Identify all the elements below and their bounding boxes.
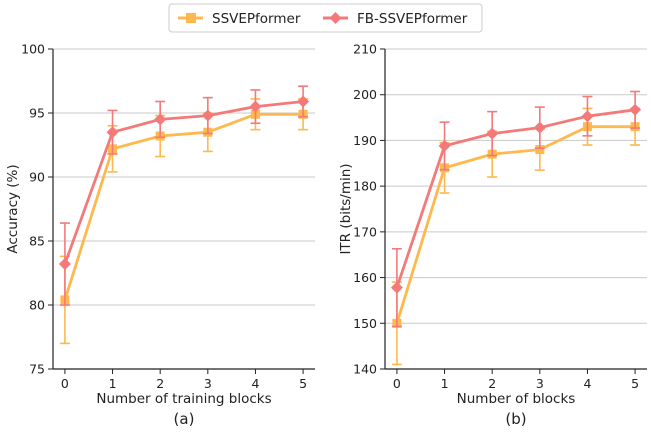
y-tick-label: 80 (29, 298, 45, 313)
x-tick-label: 4 (251, 376, 259, 391)
y-tick-label: 160 (353, 270, 377, 285)
x-axis-label: Number of blocks (457, 391, 576, 407)
legend-entry-fb-ssvepformer: FB-SSVEPformer (323, 11, 468, 27)
y-tick-label: 150 (353, 316, 377, 331)
data-point-square (535, 145, 545, 155)
x-tick-label: 0 (61, 376, 69, 391)
data-point-diamond (154, 113, 167, 126)
y-axis-label: Accuracy (%) (5, 164, 21, 253)
x-tick-label: 2 (488, 376, 496, 391)
data-point-diamond (249, 100, 262, 113)
panel-label: (b) (505, 410, 526, 428)
x-tick-label: 5 (631, 376, 639, 391)
data-point-diamond (58, 258, 71, 271)
y-axis-label: ITR (bits/min) (338, 163, 354, 254)
series-line (395, 108, 636, 289)
data-point-diamond (486, 127, 499, 140)
x-axis-label: Number of training blocks (96, 391, 271, 407)
y-tick-label: 100 (21, 42, 45, 57)
y-tick-label: 210 (353, 42, 377, 57)
series-ssvepformer (59, 98, 309, 345)
data-point-diamond (297, 95, 310, 108)
data-point-diamond (201, 109, 214, 122)
x-tick-label: 0 (393, 376, 401, 391)
chart-panel-itr: 140 150 160 170 180 190 200 210 0 1 2 3 4 5 Number of … (338, 42, 647, 428)
x-tick-label: 5 (299, 376, 307, 391)
panel-label: (a) (174, 410, 195, 428)
data-point-diamond (438, 139, 451, 152)
series-ssvepformer (391, 107, 641, 366)
data-point-diamond (533, 121, 546, 134)
series-line (395, 125, 636, 324)
legend-entry-ssvepformer: SSVEPformer (178, 11, 301, 27)
x-tick-label: 2 (156, 376, 164, 391)
y-tick-label: 180 (353, 179, 377, 194)
x-tick-label: 3 (204, 376, 212, 391)
data-point-diamond (106, 126, 119, 139)
legend-label-fb-ssvepformer: FB-SSVEPformer (357, 11, 468, 27)
y-tick-label: 170 (353, 224, 377, 239)
x-tick-label: 1 (441, 376, 449, 391)
series-line (63, 112, 304, 301)
y-tick-label: 90 (29, 170, 45, 185)
y-tick-label: 200 (353, 87, 377, 102)
x-tick-label: 1 (109, 376, 117, 391)
y-tick-label: 140 (353, 362, 377, 377)
legend: SSVEPformer FB-SSVEPformer (168, 3, 483, 33)
chart-panel-accuracy: 75 80 85 90 95 100 0 1 2 3 4 5 Number of training bl… (5, 42, 315, 428)
series-line (63, 100, 304, 265)
y-tick-label: 85 (29, 234, 45, 249)
series-fb-ssvepformer (58, 85, 310, 306)
y-tick-label: 95 (29, 106, 45, 121)
legend-marker-diamond (329, 12, 342, 24)
series-fb-ssvepformer (390, 90, 642, 328)
data-point-diamond (581, 110, 594, 123)
data-point-diamond (629, 103, 642, 116)
legend-marker-square (186, 13, 196, 23)
x-tick-label: 3 (536, 376, 544, 391)
y-tick-label: 190 (353, 133, 377, 148)
x-tick-label: 4 (583, 376, 591, 391)
y-tick-label: 75 (29, 362, 45, 377)
legend-label-ssvepformer: SSVEPformer (212, 11, 301, 27)
data-point-diamond (390, 281, 403, 294)
